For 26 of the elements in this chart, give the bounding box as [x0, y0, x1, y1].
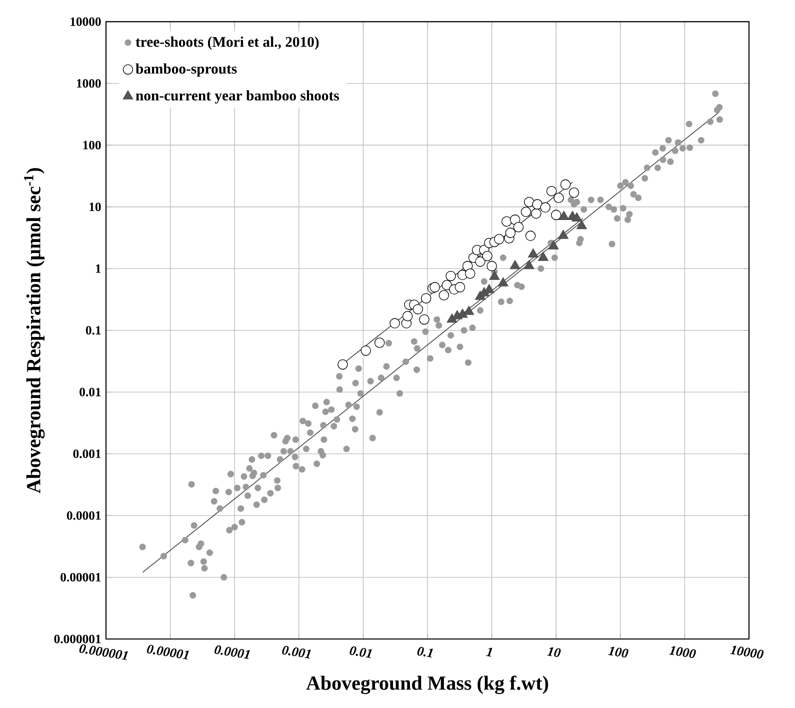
y-axis-title: Aboveground Respiration (µmol sec$^{-1}$) — [24, 168, 45, 494]
x-tick-label: 0.0001 — [214, 645, 250, 660]
x-tick-label: 1 — [486, 648, 492, 657]
x-axis-title: Aboveground Mass (kg f.wt) — [306, 676, 548, 694]
legend-label: tree-shoots (Mori et al., 2010) — [136, 36, 319, 50]
x-tick-label: 10000 — [730, 646, 764, 659]
x-tick-label: 10 — [547, 647, 561, 657]
y-tick-label: 0.000001 — [54, 634, 101, 644]
legend-label: bamboo-sprouts — [136, 63, 237, 77]
y-tick-label: 0.00001 — [60, 572, 101, 582]
x-tick-label: 0.001 — [282, 646, 311, 658]
y-tick-label: 0.0001 — [66, 511, 101, 520]
y-tick-label: 100 — [83, 140, 101, 150]
x-tick-label: 0.1 — [417, 646, 433, 658]
y-tick-label: 0.01 — [80, 388, 101, 396]
legend-label: non-current year bamboo shoots — [136, 90, 339, 104]
y-tick-label: 0.1 — [86, 326, 101, 335]
x-tick-label: 0.01 — [350, 646, 372, 658]
y-tick-label: 10 — [90, 202, 101, 212]
y-tick-label: 1 — [96, 264, 101, 273]
y-tick-label: 10000 — [70, 17, 101, 26]
x-tick-label: 100 — [608, 646, 628, 658]
x-tick-label: 1000 — [669, 646, 696, 658]
y-tick-label: 0.001 — [73, 450, 101, 458]
y-tick-label: 1000 — [76, 79, 101, 88]
x-tick-label: 0.00001 — [146, 644, 189, 660]
